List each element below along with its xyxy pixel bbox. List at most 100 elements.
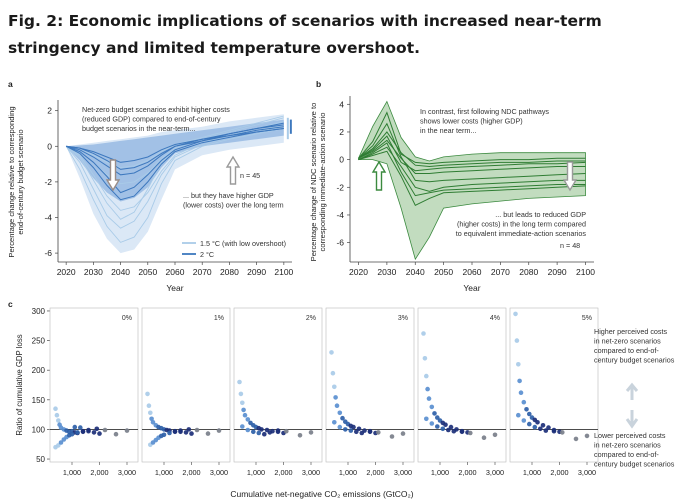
scatter-point (97, 431, 102, 436)
x-tick-label: 2100 (274, 267, 293, 277)
subplot-frame (417, 307, 507, 463)
scatter-point (56, 443, 61, 448)
x-tick-label: 1,000 (63, 468, 81, 477)
y-tick-label: 2 (47, 106, 52, 116)
scatter-point (516, 362, 521, 367)
annotation-near-term: Net-zero budget scenarios exhibit higher… (82, 105, 230, 114)
scatter-point (167, 430, 172, 436)
y-tick-label: 0 (47, 141, 52, 151)
subplot-label: 5% (582, 315, 592, 322)
legend-lower-costs: in net-zero scenarios (594, 441, 661, 450)
subplot-2: 2% 1,000 2,000 3,000 (233, 307, 323, 477)
y-tick-label: 150 (32, 396, 46, 405)
y-axis-title: Percentage change of NDC scenario relati… (309, 103, 327, 262)
scatter-point (242, 412, 248, 418)
x-tick-label: 2,000 (366, 468, 384, 477)
scatter-point (351, 424, 356, 430)
scatter-point (425, 386, 430, 392)
scatter-point (262, 431, 267, 437)
y-tick-label: 100 (32, 425, 46, 434)
scatter-point (527, 421, 532, 427)
scatter-point (56, 418, 61, 423)
panel-c: c 50 100 150 200 250 300 Ratio of cumulative GD… (8, 299, 675, 499)
legend-higher-costs: century budget scenarios (594, 356, 675, 365)
scatter-point (78, 425, 83, 430)
scatter-point (376, 430, 381, 435)
y-axis-title-group: Ratio of cumulative GDP loss (15, 334, 24, 435)
x-tick-label: 1,000 (155, 468, 173, 477)
scatter-point (337, 424, 343, 430)
scatter-point (251, 429, 256, 435)
y-axis-title: Ratio of cumulative GDP loss (15, 334, 24, 435)
annotation-long-term: ... but leads to reduced GDP (495, 210, 586, 219)
subplot-3: 3% 1,000 2,000 3,000 (325, 307, 415, 477)
y-axis-title-line: Percentage change relative to correspond… (7, 106, 16, 257)
x-tick-label: 2060 (166, 267, 185, 277)
panel-b-label: b (316, 79, 321, 89)
scatter-point (435, 424, 440, 429)
scatter-point (514, 338, 520, 343)
subplot-frame (233, 307, 323, 463)
scatter-point (367, 428, 373, 434)
scatter-point (348, 428, 354, 433)
x-tick-label: 2040 (111, 267, 130, 277)
x-tick-label: 1,000 (247, 468, 265, 477)
legend-higher-costs: in net-zero scenarios (594, 337, 661, 346)
scatter-point (148, 410, 153, 416)
scatter-point (551, 428, 557, 434)
x-tick-label: 1,000 (431, 468, 449, 477)
scatter-point (422, 356, 428, 361)
y-tick-label: 300 (32, 307, 46, 316)
scatter-point (69, 431, 75, 437)
scatter-point (400, 431, 406, 436)
scatter-point (240, 424, 245, 429)
scatter-point (560, 430, 565, 435)
y-tick-label: 200 (32, 366, 46, 375)
scatter-point (432, 411, 437, 416)
y-axis-title-line: end-of-century budget scenario (16, 129, 25, 234)
scatter-point (183, 430, 189, 435)
scatter-point (72, 424, 78, 430)
x-tick-label: 2060 (463, 267, 482, 277)
scatter-point (216, 428, 222, 433)
scatter-point (241, 407, 246, 413)
scatter-point (240, 400, 245, 406)
scatter-point (75, 430, 80, 435)
annotation-near-term: (reduced GDP) compared to end-of-century (82, 115, 221, 124)
series-line-ndc (358, 146, 586, 192)
scatter-point (80, 428, 86, 434)
scatter-point (448, 424, 454, 430)
series-line-1-5c (65, 128, 284, 243)
scatter-point (543, 428, 549, 433)
series-line-ndc (358, 142, 586, 197)
y-tick-label: 4 (339, 99, 344, 109)
subplot-0: 0% 1,000 2,000 3,000 (49, 307, 139, 477)
scatter-point (284, 428, 289, 434)
y-tick-label: 2 (339, 127, 344, 137)
x-tick-label: 2,000 (274, 468, 292, 477)
scatter-point (102, 427, 108, 433)
x-tick-label: 2090 (247, 267, 266, 277)
x-tick-label: 3,000 (302, 468, 320, 477)
x-tick-label: 2,000 (550, 468, 568, 477)
y-tick-label: 250 (32, 337, 46, 346)
x-tick-label: 2020 (57, 267, 76, 277)
scatter-point (161, 432, 167, 438)
y-axis-title-line: Percentage change of NDC scenario relati… (309, 103, 318, 262)
annotation-long-term: to equivalent immediate-action scenarios (456, 229, 587, 238)
subplot-1: 1% 1,000 2,000 3,000 (141, 307, 231, 477)
y-axis-title: Percentage change relative to correspond… (7, 106, 25, 257)
scatter-point (451, 428, 457, 434)
scatter-point (189, 431, 194, 436)
scatter-point (481, 435, 487, 441)
scatter-point (426, 396, 432, 401)
scatter-point (424, 416, 429, 422)
scatter-point (149, 416, 154, 422)
scatter-point (343, 427, 348, 432)
sample-size-label: n = 48 (560, 241, 580, 250)
y-tick-label: -2 (336, 182, 344, 192)
scatter-point (172, 429, 178, 435)
scatter-point (332, 384, 337, 390)
x-tick-label: 2,000 (90, 468, 108, 477)
